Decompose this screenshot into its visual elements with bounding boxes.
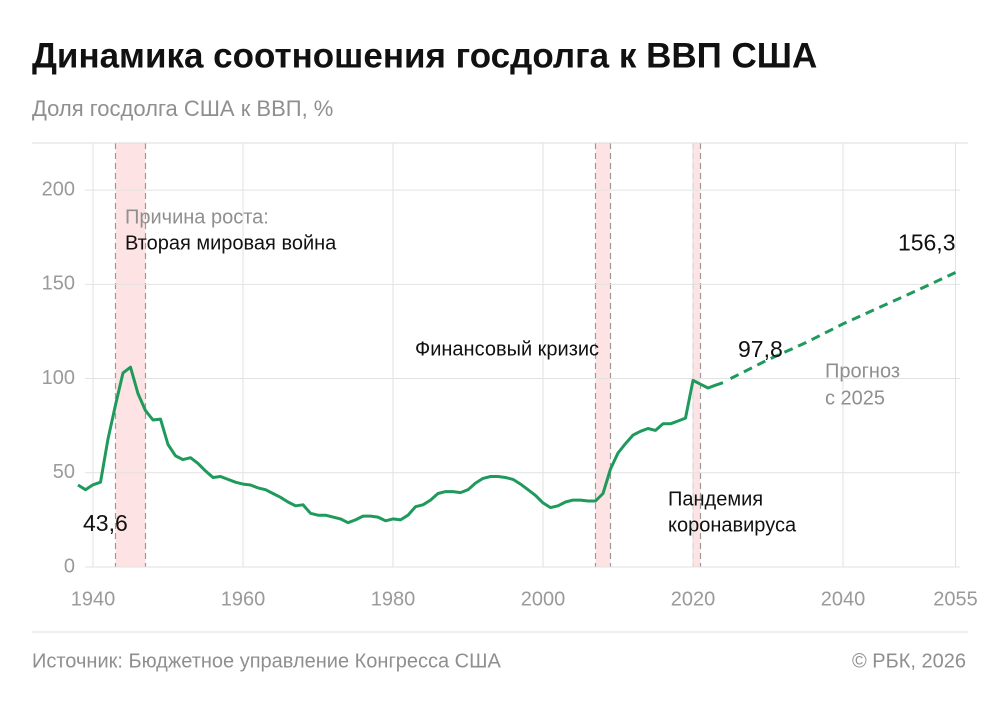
series-line <box>729 271 957 380</box>
forecast-note: с 2025 <box>825 387 885 409</box>
value-label: 156,3 <box>898 230 956 256</box>
y-tick-label: 150 <box>42 273 75 295</box>
y-tick-label: 200 <box>42 178 75 200</box>
forecast-note: Прогноз <box>825 360 900 382</box>
x-tick-label: 1960 <box>221 588 266 610</box>
x-tick-label: 2055 <box>933 588 978 610</box>
value-label: 97,8 <box>738 336 783 362</box>
y-tick-label: 100 <box>42 367 75 389</box>
band <box>595 143 611 567</box>
band <box>115 143 146 567</box>
y-tick-label: 50 <box>53 461 75 483</box>
band-note: Финансовый кризис <box>415 338 599 360</box>
band-note: коронавируса <box>668 514 797 536</box>
band-note: Пандемия <box>668 488 763 510</box>
source: Источник: Бюджетное управление Конгресса… <box>32 650 501 672</box>
copyright: © РБК, 2026 <box>852 650 966 672</box>
chart-title: Динамика соотношения госдолга к ВВП США <box>32 36 817 75</box>
x-tick-label: 2040 <box>821 588 866 610</box>
band-note: Причина роста: <box>125 206 269 228</box>
series-line <box>77 365 724 525</box>
band-note: Вторая мировая война <box>125 232 337 254</box>
x-tick-label: 2020 <box>671 588 716 610</box>
chart-subtitle: Доля госдолга США к ВВП, % <box>32 96 333 121</box>
y-tick-label: 0 <box>64 555 75 577</box>
x-tick-label: 2000 <box>521 588 566 610</box>
x-tick-label: 1940 <box>71 588 116 610</box>
x-tick-label: 1980 <box>371 588 416 610</box>
band <box>693 143 701 567</box>
value-label: 43,6 <box>83 510 128 536</box>
